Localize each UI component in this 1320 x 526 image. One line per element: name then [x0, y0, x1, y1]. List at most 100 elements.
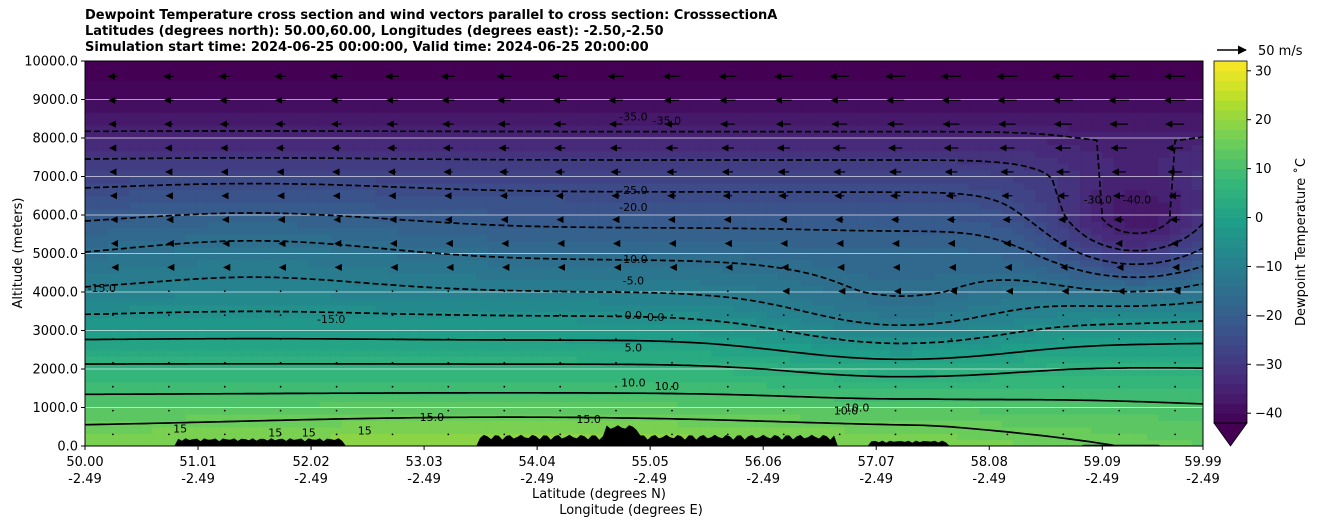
field-cell [353, 336, 366, 344]
field-cell [632, 369, 645, 377]
field-cell [979, 401, 992, 409]
field-cell [319, 381, 332, 389]
field-cell [834, 292, 846, 300]
field-cell [834, 439, 846, 446]
field-cell [610, 67, 623, 75]
field-cell [498, 304, 511, 312]
field-cell [588, 157, 600, 165]
field-cell [666, 80, 679, 88]
field-cell [521, 369, 533, 377]
field-cell [957, 272, 969, 280]
field-cell [610, 61, 623, 69]
field-cell [420, 381, 433, 389]
field-cell [498, 125, 511, 133]
field-cell [364, 61, 377, 69]
field-cell [822, 426, 835, 434]
field-cell [465, 407, 477, 415]
field-cell [230, 234, 243, 242]
field-cell [789, 215, 802, 223]
field-cell [923, 330, 936, 338]
field-cell [733, 157, 746, 165]
field-cell [610, 125, 623, 133]
field-cell [800, 176, 813, 184]
field-cell [878, 202, 891, 210]
field-cell [230, 433, 243, 441]
field-cell [621, 266, 634, 274]
field-cell [420, 176, 433, 184]
field-cell [230, 311, 243, 319]
field-cell [140, 317, 153, 325]
field-cell [934, 125, 947, 133]
field-cell [856, 61, 869, 69]
field-cell [677, 292, 690, 300]
field-cell [945, 195, 958, 203]
field-cell [644, 93, 656, 101]
field-cell [834, 362, 846, 370]
field-cell [375, 298, 388, 306]
field-cell [196, 356, 209, 364]
field-cell [353, 144, 366, 152]
field-cell [755, 394, 768, 402]
field-cell [163, 388, 176, 396]
field-cell [934, 285, 947, 293]
field-cell [811, 259, 824, 267]
field-cell [353, 150, 366, 158]
field-cell [644, 208, 656, 216]
field-cell [644, 240, 656, 248]
field-cell [744, 73, 757, 81]
field-cell [375, 279, 388, 287]
field-cell [353, 311, 366, 319]
field-cell [789, 247, 802, 255]
field-cell [498, 330, 511, 338]
field-cell [364, 176, 377, 184]
field-cell [688, 182, 701, 190]
field-cell [252, 259, 265, 267]
field-cell [118, 388, 131, 396]
field-cell [543, 279, 556, 287]
field-cell [766, 304, 779, 312]
field-cell [744, 381, 757, 389]
field-cell [431, 112, 444, 120]
field-cell [487, 195, 500, 203]
field-cell [834, 234, 846, 242]
field-cell [688, 73, 701, 81]
field-cell [342, 362, 354, 370]
field-cell [375, 93, 388, 101]
field-cell [185, 369, 198, 377]
field-cell [263, 381, 276, 389]
field-cell [498, 118, 511, 126]
field-cell [789, 61, 802, 69]
field-cell [487, 343, 500, 351]
field-cell [308, 253, 321, 261]
field-cell [364, 394, 377, 402]
field-cell [409, 215, 421, 223]
field-cell [152, 240, 164, 248]
field-cell [498, 227, 511, 235]
field-cell [185, 138, 198, 146]
field-cell [342, 311, 354, 319]
field-cell [543, 227, 556, 235]
field-cell [453, 279, 466, 287]
field-cell [867, 253, 880, 261]
field-cell [521, 362, 533, 370]
field-cell [330, 150, 343, 158]
field-cell [867, 311, 880, 319]
field-cell [845, 388, 858, 396]
field-cell [845, 401, 858, 409]
field-cell [733, 202, 746, 210]
field-cell [576, 369, 589, 377]
field-cell [286, 394, 299, 402]
field-cell [107, 86, 120, 94]
field-cell [543, 388, 556, 396]
field-cell [118, 189, 131, 197]
field-cell [621, 150, 634, 158]
field-cell [778, 125, 790, 133]
field-cell [532, 170, 544, 178]
field-cell [733, 413, 746, 421]
field-cell [811, 420, 824, 428]
field-cell [822, 131, 835, 139]
field-cell [979, 182, 992, 190]
field-cell [923, 163, 936, 171]
field-cell [185, 375, 198, 383]
field-cell [789, 144, 802, 152]
